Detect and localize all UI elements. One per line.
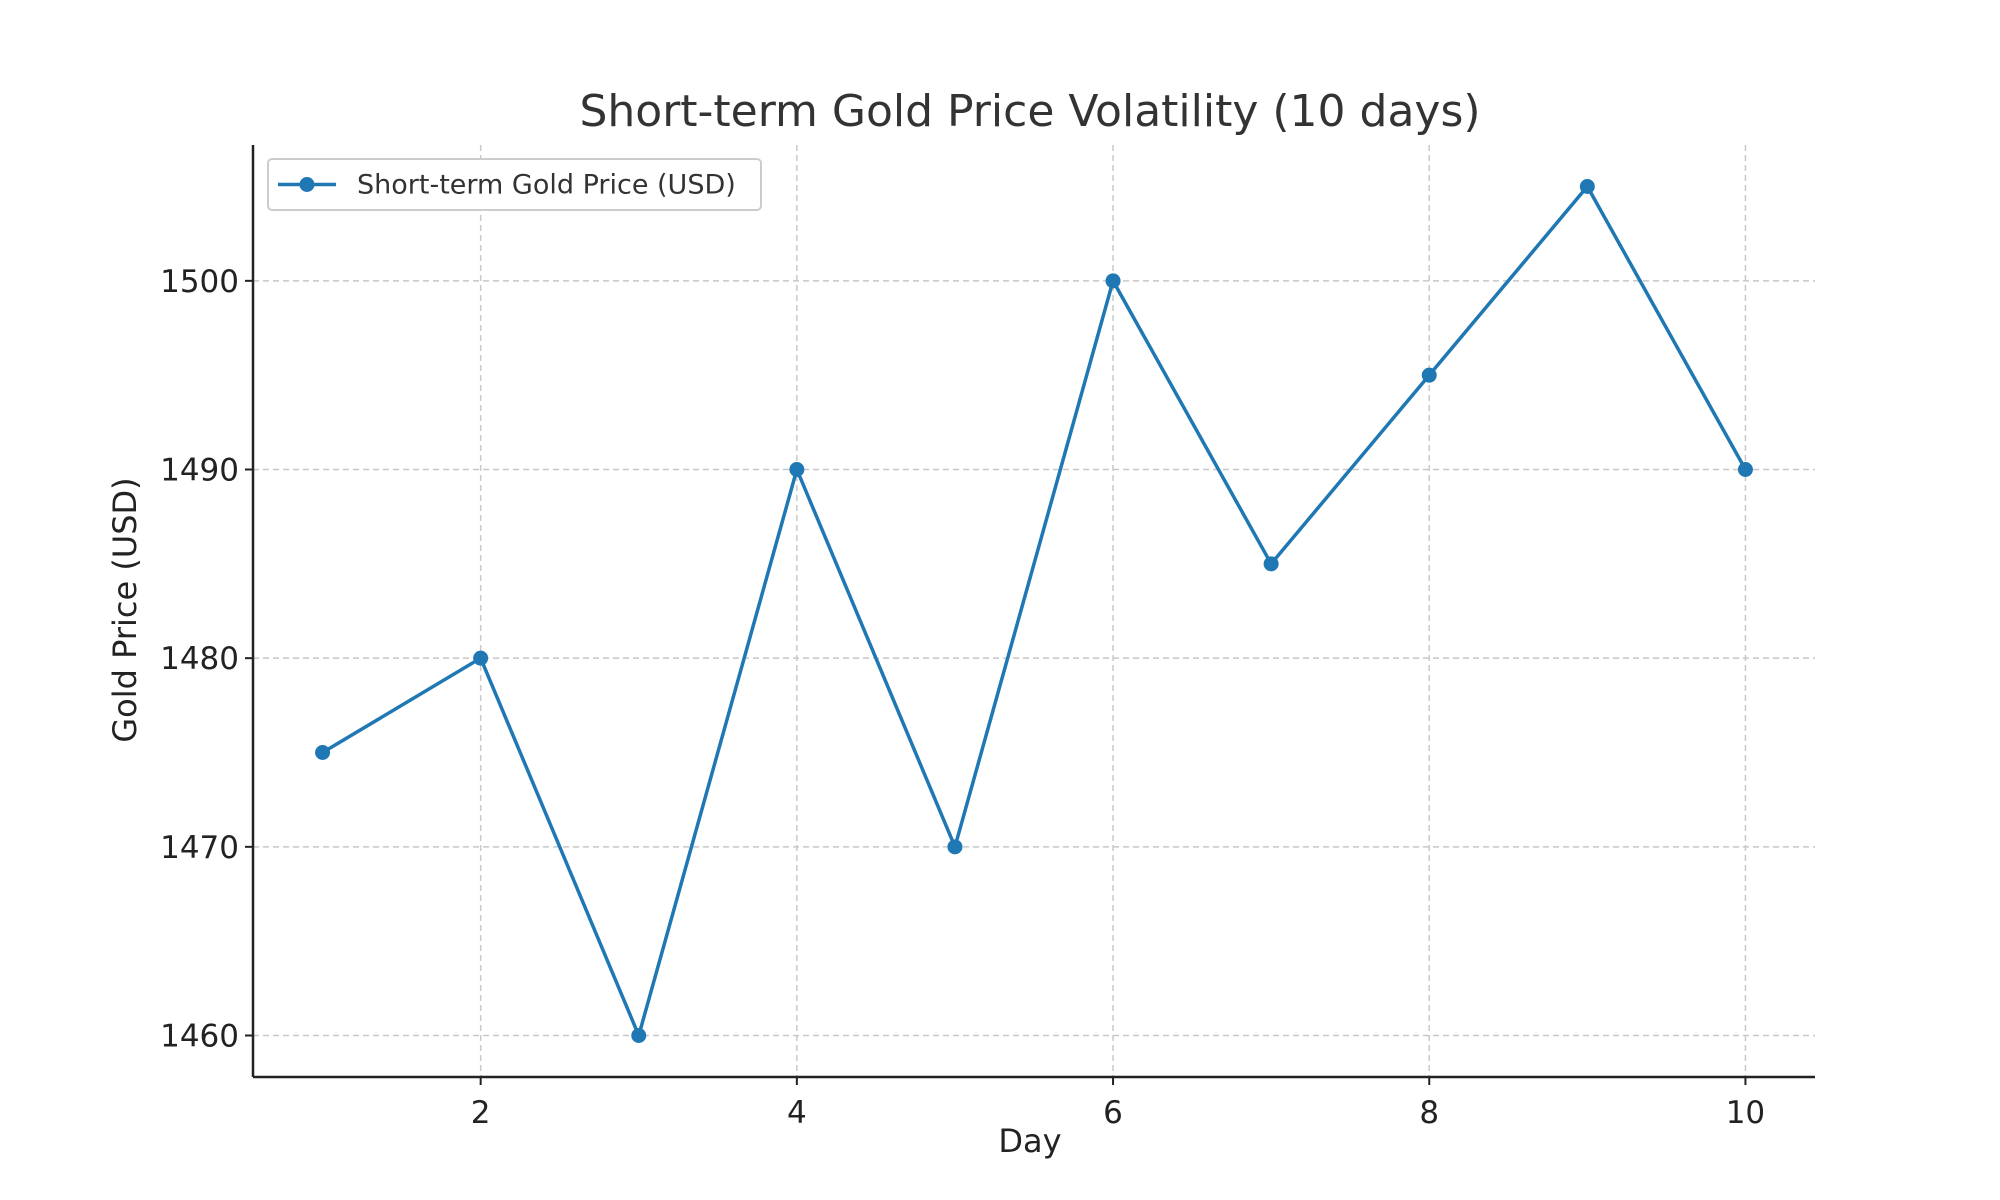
y-axis-label: Gold Price (USD) — [106, 477, 144, 742]
data-point — [315, 744, 331, 760]
data-point — [1263, 556, 1279, 572]
data-point — [1105, 273, 1121, 289]
axes — [251, 145, 1815, 1079]
legend-box — [267, 158, 762, 211]
series — [315, 179, 1753, 1043]
x-tick-label: 2 — [471, 1095, 491, 1131]
chart-title: Short-term Gold Price Volatility (10 day… — [579, 86, 1480, 137]
legend: Short-term Gold Price (USD) — [267, 158, 762, 211]
data-point — [1737, 462, 1753, 478]
y-tick-label: 1460 — [160, 1018, 239, 1054]
legend-label: Short-term Gold Price (USD) — [357, 170, 736, 201]
ticks: 2 4 6 8 10 1460 1470 1480 1490 1500 — [160, 264, 1765, 1131]
y-tick-label: 1490 — [160, 453, 239, 489]
x-tick-label: 10 — [1726, 1095, 1765, 1131]
y-tick-label: 1500 — [160, 264, 239, 300]
x-tick-label: 4 — [787, 1095, 807, 1131]
x-tick-label: 6 — [1103, 1095, 1123, 1131]
legend-marker-swatch — [299, 177, 315, 192]
grid — [253, 145, 1815, 1077]
x-axis-label: Day — [998, 1122, 1061, 1160]
x-tick-label: 8 — [1419, 1095, 1439, 1131]
data-point — [1579, 179, 1595, 195]
data-point — [1421, 367, 1437, 383]
series-line — [321, 183, 1747, 1041]
data-point — [473, 650, 489, 666]
y-tick-label: 1480 — [160, 641, 239, 677]
data-point — [631, 1027, 647, 1043]
data-point — [947, 839, 963, 855]
y-tick-label: 1470 — [160, 830, 239, 866]
data-point — [789, 462, 805, 478]
